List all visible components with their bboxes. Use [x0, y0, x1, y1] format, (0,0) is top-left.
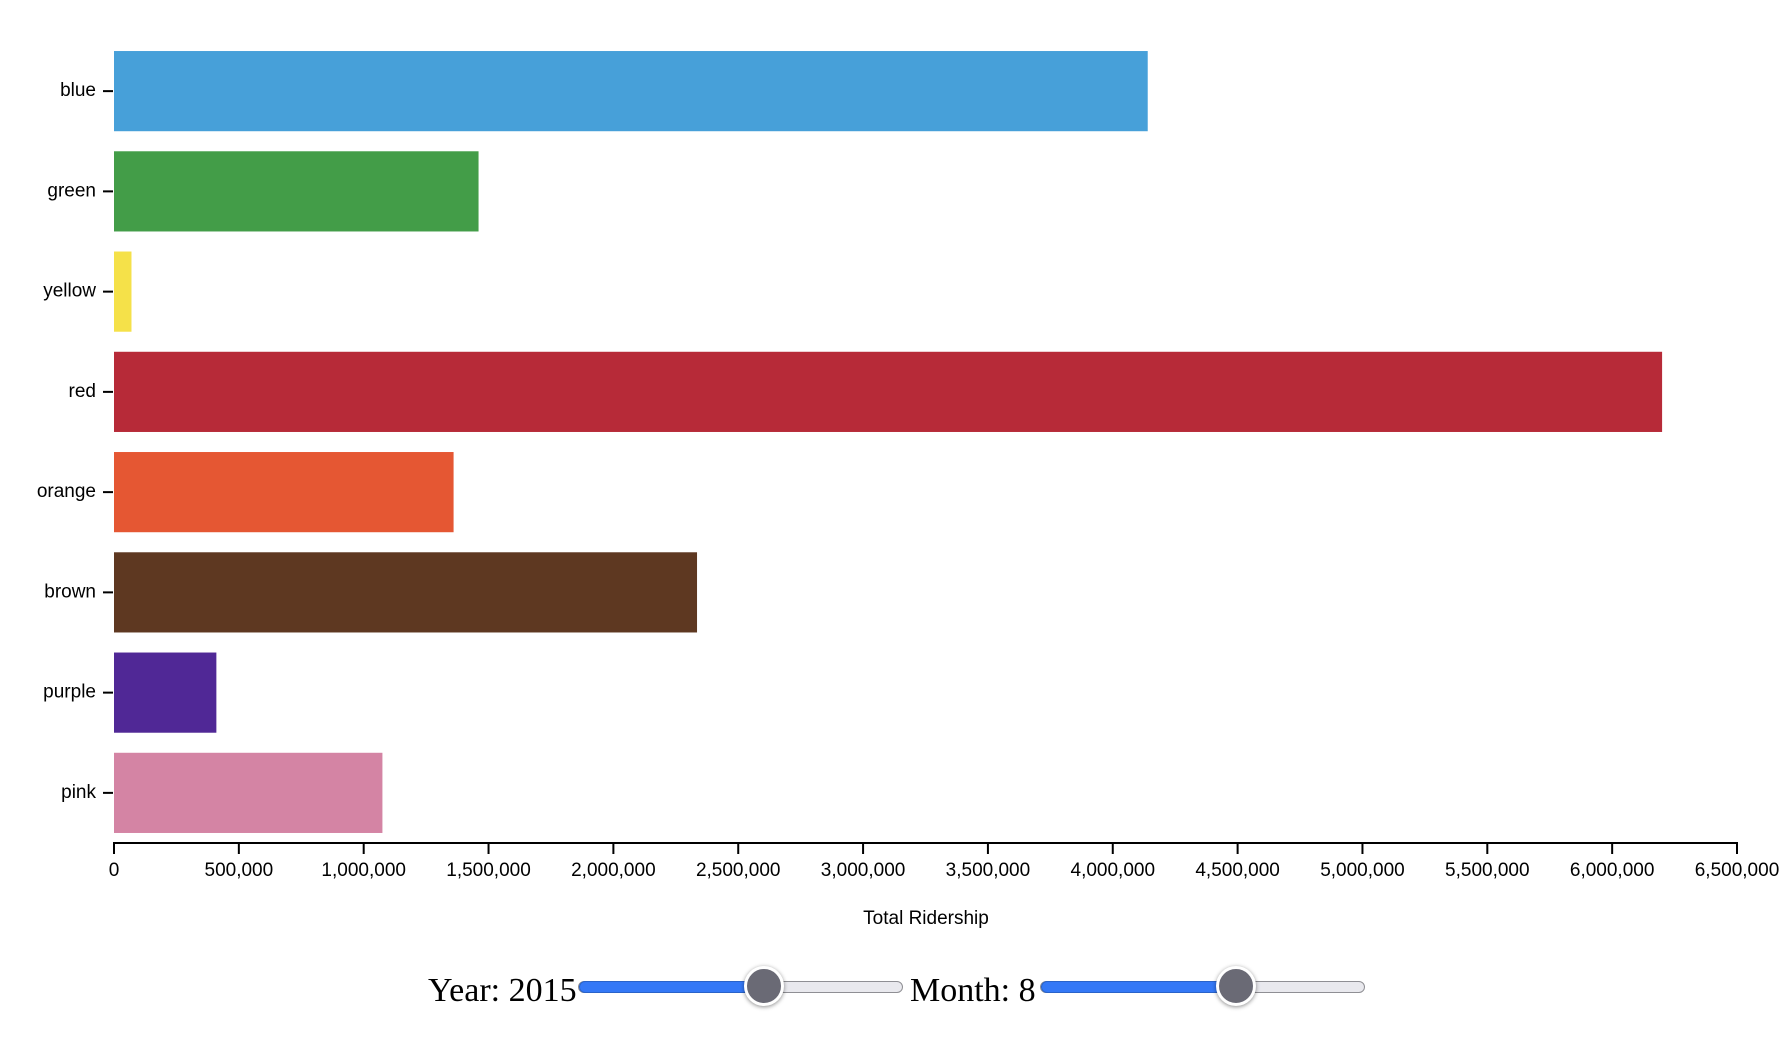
x-tick-label: 4,500,000 [1195, 860, 1280, 881]
x-tick-label: 3,500,000 [946, 860, 1031, 881]
bar-red [114, 351, 1663, 432]
controls-bar: Year: 2015 Month: 8 [0, 954, 1788, 1034]
year-label: Year: 2015 [428, 972, 577, 1009]
y-tick-label-green: green [47, 180, 96, 201]
x-tick-label: 2,000,000 [571, 860, 656, 881]
x-tick-label: 4,000,000 [1071, 860, 1156, 881]
y-tick-label-purple: purple [43, 682, 96, 703]
y-axis: blue green yellow red orange brown purple pink [37, 80, 113, 803]
bar-green [114, 151, 479, 232]
x-tick-label: 6,000,000 [1570, 860, 1655, 881]
bar-blue [114, 51, 1148, 132]
x-tick-label: 2,500,000 [696, 860, 781, 881]
year-slider-thumb[interactable] [744, 966, 785, 1006]
month-slider-thumb[interactable] [1216, 966, 1256, 1006]
x-tick-label: 3,000,000 [821, 860, 906, 881]
month-slider-fill [1041, 981, 1236, 993]
y-tick-label-brown: brown [44, 581, 96, 602]
x-axis-line [113, 842, 1738, 854]
x-axis-title: Total Ridership [863, 908, 989, 929]
bar-chart: bluegreenyellowredorangebrownpurplepink … [37, 51, 1780, 929]
year-slider[interactable] [578, 966, 903, 1006]
x-tick-label: 0 [109, 860, 120, 881]
x-tick-label: 6,500,000 [1695, 860, 1780, 881]
bars-group [114, 51, 1663, 833]
bar-yellow [114, 251, 132, 332]
x-axis: 0 500,000 1,000,000 1,500,000 2,000,000 2,500… [109, 842, 1780, 881]
y-tick-label-blue: blue [60, 80, 96, 101]
x-tick-label: 5,000,000 [1320, 860, 1405, 881]
x-tick-label: 1,500,000 [446, 860, 531, 881]
month-slider[interactable] [1040, 966, 1365, 1006]
bar-orange [114, 452, 454, 533]
y-tick-label-pink: pink [61, 782, 96, 803]
y-tick-label-orange: orange [37, 481, 96, 502]
bar-brown [114, 552, 698, 633]
bar-purple [114, 652, 217, 733]
year-slider-fill [579, 981, 765, 993]
bar-pink [114, 752, 383, 833]
y-tick-label-yellow: yellow [43, 281, 96, 302]
x-tick-label: 1,000,000 [321, 860, 406, 881]
month-label: Month: 8 [910, 972, 1036, 1009]
x-tick-label: 500,000 [205, 860, 274, 881]
x-tick-label: 5,500,000 [1445, 860, 1530, 881]
y-tick-label-red: red [69, 381, 96, 402]
